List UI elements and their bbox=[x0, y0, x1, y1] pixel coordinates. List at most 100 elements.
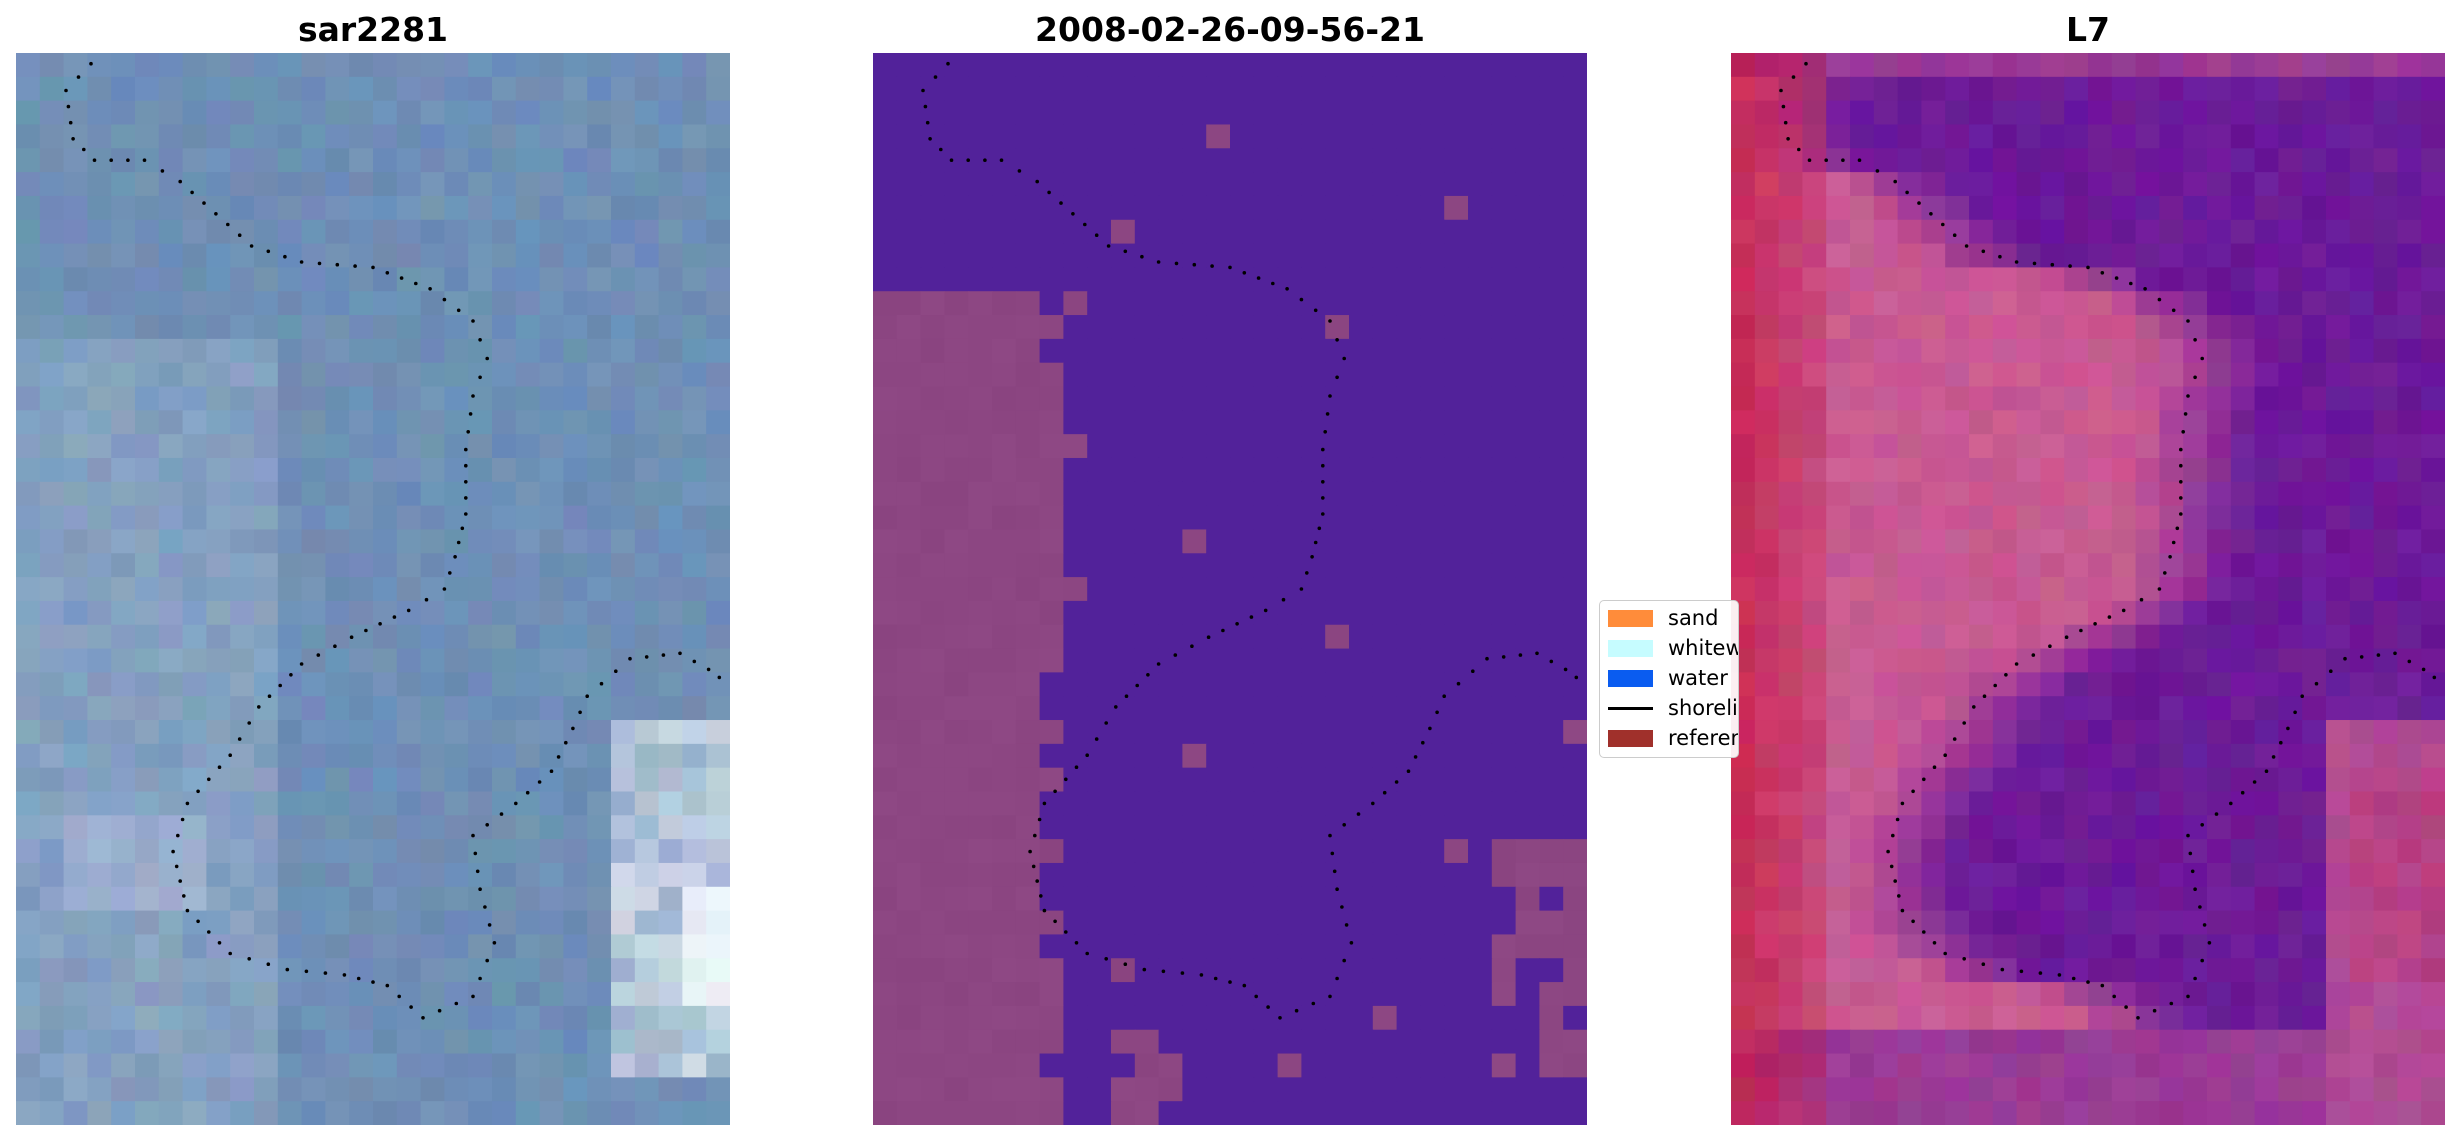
water-pixel bbox=[1134, 291, 1160, 316]
rgb-pixel bbox=[182, 100, 207, 126]
rgb-pixel bbox=[563, 696, 588, 721]
shoreline-point bbox=[468, 412, 473, 416]
rgb-pixel bbox=[111, 529, 136, 554]
index-pixel bbox=[2135, 362, 2160, 388]
water-pixel bbox=[1134, 672, 1160, 697]
shoreline-point bbox=[185, 801, 190, 806]
rgb-pixel bbox=[373, 529, 398, 554]
shoreline-point bbox=[1342, 823, 1346, 827]
sand-pixel bbox=[920, 934, 945, 959]
rgb-pixel bbox=[16, 624, 41, 650]
index-pixel bbox=[2254, 338, 2279, 364]
index-pixel bbox=[1802, 338, 1827, 364]
index-pixel bbox=[2278, 1101, 2303, 1125]
rgb-pixel bbox=[87, 767, 112, 793]
shoreline-point bbox=[571, 726, 575, 731]
sand-pixel bbox=[1015, 1053, 1041, 1078]
shoreline-point bbox=[475, 869, 480, 874]
shoreline-point bbox=[1905, 190, 1909, 195]
sand-pixel bbox=[1039, 910, 1064, 936]
rgb-pixel bbox=[277, 791, 303, 816]
water-pixel bbox=[1301, 243, 1326, 268]
water-pixel bbox=[1396, 624, 1421, 650]
shoreline-point bbox=[1271, 281, 1275, 286]
shoreline-point bbox=[2359, 655, 2364, 659]
rgb-pixel bbox=[254, 505, 279, 531]
rgb-pixel bbox=[254, 362, 279, 388]
index-pixel bbox=[2016, 862, 2041, 888]
rgb-pixel bbox=[658, 291, 683, 316]
rgb-pixel bbox=[111, 1005, 136, 1031]
index-pixel bbox=[1778, 315, 1803, 340]
rgb-pixel bbox=[39, 1005, 65, 1031]
rgb-pixel bbox=[492, 1077, 517, 1102]
rgb-pixel bbox=[158, 720, 184, 745]
rgb-pixel bbox=[63, 457, 88, 483]
water-pixel bbox=[920, 267, 945, 292]
rgb-pixel bbox=[87, 696, 112, 721]
index-pixel bbox=[2397, 743, 2422, 769]
rgb-pixel bbox=[349, 1029, 374, 1055]
rgb-pixel bbox=[63, 76, 88, 102]
water-pixel bbox=[1206, 982, 1231, 1007]
index-pixel bbox=[2397, 815, 2422, 840]
shoreline-point bbox=[89, 61, 93, 66]
index-pixel bbox=[1731, 315, 1756, 340]
rgb-pixel bbox=[135, 434, 160, 459]
rgb-pixel bbox=[206, 457, 231, 483]
index-pixel bbox=[1992, 767, 2018, 793]
rgb-pixel bbox=[230, 1005, 255, 1031]
water-pixel bbox=[1277, 886, 1302, 912]
index-pixel bbox=[2040, 76, 2065, 102]
index-pixel bbox=[1778, 505, 1803, 531]
water-pixel bbox=[1396, 791, 1421, 816]
water-pixel bbox=[1563, 600, 1587, 626]
rgb-pixel bbox=[206, 315, 231, 340]
rgb-pixel bbox=[16, 315, 41, 340]
index-pixel bbox=[2159, 1029, 2184, 1055]
water-pixel bbox=[1253, 1005, 1279, 1031]
rgb-pixel bbox=[301, 362, 326, 388]
rgb-pixel bbox=[587, 481, 612, 507]
rgb-pixel bbox=[587, 815, 612, 840]
water-pixel bbox=[1563, 219, 1587, 245]
index-pixel bbox=[1897, 839, 1922, 864]
rgb-pixel bbox=[254, 934, 279, 959]
rgb-pixel bbox=[277, 362, 303, 388]
rgb-pixel bbox=[158, 600, 184, 626]
index-pixel bbox=[1850, 53, 1875, 78]
index-pixel bbox=[1992, 386, 2018, 411]
rgb-pixel bbox=[39, 243, 65, 268]
index-pixel bbox=[1921, 457, 1946, 483]
rgb-pixel bbox=[301, 505, 326, 531]
rgb-pixel bbox=[325, 1053, 350, 1078]
water-pixel bbox=[1349, 672, 1374, 697]
rgb-pixel bbox=[182, 195, 207, 221]
rgb-pixel bbox=[468, 1101, 493, 1125]
sand-pixel bbox=[896, 862, 922, 888]
rgb-pixel bbox=[373, 1101, 398, 1125]
water-pixel bbox=[1563, 457, 1587, 483]
index-pixel bbox=[1731, 410, 1756, 435]
rgb-pixel bbox=[682, 219, 707, 245]
shoreline-point bbox=[409, 1005, 413, 1009]
water-pixel bbox=[1420, 1077, 1445, 1102]
rgb-pixel bbox=[634, 100, 660, 126]
water-pixel bbox=[1087, 219, 1112, 245]
water-pixel bbox=[1372, 1053, 1398, 1078]
index-pixel bbox=[1754, 267, 1780, 292]
shoreline-point bbox=[2193, 887, 2197, 891]
sand-pixel bbox=[992, 886, 1017, 912]
index-pixel bbox=[1873, 648, 1899, 673]
water-pixel bbox=[1325, 1005, 1350, 1031]
shoreline-point bbox=[585, 694, 589, 698]
index-pixel bbox=[1754, 815, 1780, 840]
sand-pixel bbox=[920, 862, 945, 888]
water-pixel bbox=[1230, 53, 1255, 78]
water-pixel bbox=[1277, 338, 1302, 364]
water-pixel bbox=[1420, 743, 1445, 769]
water-pixel bbox=[1134, 362, 1160, 388]
water-pixel bbox=[1349, 1005, 1374, 1031]
shoreline-point bbox=[678, 651, 682, 656]
water-pixel bbox=[1420, 767, 1445, 793]
